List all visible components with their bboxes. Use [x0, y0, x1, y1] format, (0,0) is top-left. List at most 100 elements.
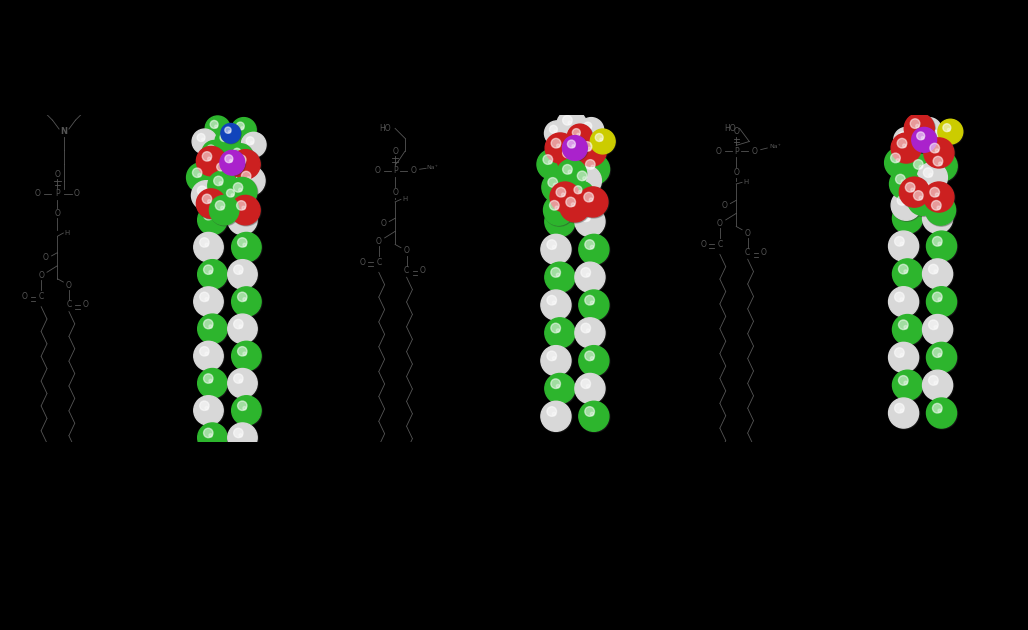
Circle shape [579, 235, 610, 265]
Circle shape [546, 134, 577, 164]
Circle shape [233, 183, 243, 192]
Circle shape [885, 147, 915, 178]
Circle shape [206, 117, 231, 142]
Circle shape [562, 135, 587, 161]
Circle shape [552, 245, 556, 249]
Circle shape [565, 197, 576, 207]
Circle shape [191, 181, 221, 210]
Circle shape [897, 139, 907, 148]
Circle shape [927, 151, 958, 182]
Circle shape [895, 175, 906, 184]
Circle shape [930, 187, 940, 197]
Circle shape [591, 129, 616, 155]
Circle shape [556, 159, 587, 189]
Circle shape [577, 137, 608, 168]
Circle shape [221, 168, 224, 171]
Circle shape [926, 398, 956, 428]
Circle shape [924, 139, 955, 169]
Circle shape [212, 149, 215, 152]
Circle shape [928, 209, 939, 219]
Circle shape [889, 343, 920, 374]
Circle shape [187, 163, 217, 193]
Circle shape [233, 210, 243, 220]
Circle shape [922, 203, 953, 233]
Circle shape [922, 259, 953, 289]
Circle shape [928, 173, 932, 177]
Circle shape [551, 212, 560, 222]
Text: O: O [22, 292, 28, 301]
Circle shape [568, 121, 572, 125]
Circle shape [927, 126, 952, 151]
Circle shape [210, 196, 240, 226]
Circle shape [220, 151, 246, 176]
Text: O: O [74, 189, 80, 198]
Circle shape [197, 173, 201, 177]
Circle shape [576, 263, 607, 294]
Circle shape [556, 217, 560, 221]
Text: O: O [722, 201, 728, 210]
Circle shape [590, 357, 594, 360]
Circle shape [227, 178, 257, 207]
Circle shape [225, 127, 231, 134]
Circle shape [579, 118, 604, 144]
Circle shape [212, 159, 237, 184]
Circle shape [891, 190, 921, 220]
Circle shape [550, 200, 559, 210]
Circle shape [917, 163, 948, 193]
Circle shape [908, 154, 938, 185]
Circle shape [891, 191, 922, 221]
Circle shape [543, 173, 573, 203]
Circle shape [222, 185, 247, 209]
Text: C: C [376, 258, 381, 267]
Circle shape [221, 123, 241, 143]
Circle shape [903, 144, 907, 147]
Text: O: O [701, 240, 706, 249]
Circle shape [545, 207, 575, 237]
Circle shape [215, 201, 225, 210]
Text: Na⁺: Na⁺ [770, 144, 781, 149]
Circle shape [238, 216, 243, 219]
Circle shape [219, 181, 222, 185]
Circle shape [570, 181, 594, 206]
Circle shape [541, 401, 571, 432]
Circle shape [242, 132, 266, 157]
Circle shape [926, 231, 956, 261]
Circle shape [242, 206, 246, 210]
Circle shape [204, 319, 213, 329]
Text: O: O [380, 219, 387, 227]
Circle shape [228, 178, 258, 208]
Circle shape [224, 138, 227, 141]
Circle shape [579, 346, 610, 377]
Circle shape [221, 123, 242, 144]
Circle shape [207, 145, 215, 153]
Circle shape [934, 270, 938, 273]
Circle shape [923, 260, 954, 290]
Circle shape [243, 297, 247, 301]
Circle shape [579, 290, 609, 320]
Circle shape [575, 374, 604, 404]
Circle shape [898, 265, 908, 274]
Circle shape [912, 127, 937, 152]
Circle shape [948, 129, 950, 131]
Circle shape [192, 129, 217, 154]
Circle shape [585, 407, 594, 416]
Circle shape [933, 156, 943, 166]
Circle shape [916, 124, 919, 128]
Circle shape [937, 206, 941, 210]
Circle shape [556, 110, 587, 140]
Circle shape [577, 136, 607, 166]
Circle shape [228, 369, 258, 399]
Circle shape [934, 326, 938, 329]
Circle shape [579, 190, 582, 193]
Circle shape [930, 143, 940, 153]
Circle shape [893, 370, 923, 401]
Circle shape [193, 341, 223, 370]
Circle shape [209, 325, 213, 328]
Circle shape [232, 287, 262, 318]
Circle shape [552, 412, 556, 416]
Text: O: O [751, 147, 758, 156]
Circle shape [231, 287, 261, 316]
Circle shape [890, 153, 901, 163]
Circle shape [209, 379, 213, 383]
Circle shape [236, 201, 246, 210]
